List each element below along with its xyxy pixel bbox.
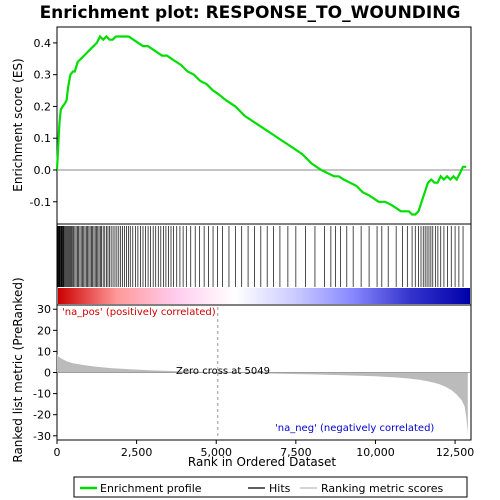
enrichment-profile-line [55, 34, 467, 216]
legend-metric-label: Ranking metric scores [321, 482, 443, 495]
metric-y-tick-label: 0 [44, 367, 51, 380]
x-tick-label: 12,500 [436, 446, 475, 459]
axes-layer: 0 2,500 5,000 7,500 10,000 12,500 0.4 0.3 0.2 0.1… [30, 37, 475, 459]
x-tick-label: 10,000 [356, 446, 395, 459]
es-panel-frame [56, 26, 472, 225]
hits-layer [56, 226, 470, 304]
neg-annotation: 'na_neg' (negatively correlated) [275, 423, 434, 434]
x-tick-label: 7,500 [280, 446, 312, 459]
metric-y-tick-label: -20 [33, 409, 51, 422]
x-tick-label: 2,500 [121, 446, 153, 459]
es-y-tick-label: 0.1 [34, 132, 52, 145]
es-y-axis-label: Enrichment score (ES) [11, 58, 25, 191]
es-y-tick-label: 0.2 [34, 100, 52, 113]
metric-layer [57, 307, 471, 440]
metric-y-tick-label: -10 [33, 388, 51, 401]
legend-enrichment-label: Enrichment profile [100, 482, 202, 495]
es-y-tick-label: 0.4 [34, 37, 52, 50]
metric-y-axis-label: Ranked list metric (PreRanked) [11, 277, 25, 462]
zero-cross-annotation: Zero cross at 5049 [176, 366, 270, 377]
metric-y-tick-label: 10 [37, 345, 51, 358]
metric-y-tick-label: 30 [37, 303, 51, 316]
legend-hits-label: Hits [269, 482, 291, 495]
x-axis-label: Rank in Ordered Dataset [188, 455, 336, 469]
x-tick-label: 0 [54, 446, 61, 459]
es-y-tick-label: -0.1 [30, 196, 51, 209]
legend-box [73, 476, 468, 498]
es-y-tick-label: 0.0 [34, 164, 52, 177]
es-y-tick-label: 0.3 [34, 69, 52, 82]
ranking-metric-area [57, 354, 468, 434]
rank-color-band [58, 288, 470, 304]
x-tick-label: 5,000 [200, 446, 232, 459]
pos-annotation: 'na_pos' (positively correlated) [62, 307, 216, 318]
legend: Enrichment profile Hits Ranking metric s… [73, 476, 468, 498]
metric-y-tick-label: -30 [33, 430, 51, 443]
es-layer [55, 34, 471, 216]
metric-y-tick-label: 20 [37, 324, 51, 337]
chart-title: Enrichment plot: RESPONSE_TO_WOUNDING [40, 3, 461, 23]
